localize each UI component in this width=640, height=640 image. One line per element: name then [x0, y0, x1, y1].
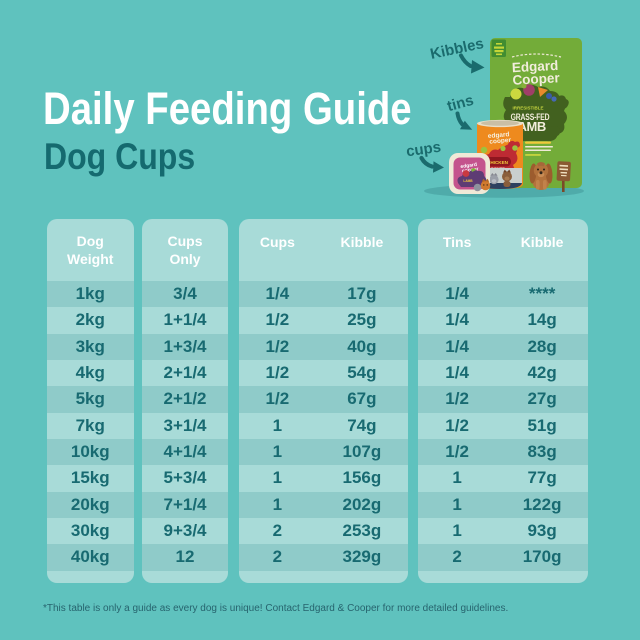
svg-text:edgard: edgard — [488, 131, 510, 140]
svg-text:Edgard: Edgard — [511, 58, 558, 75]
svg-text:tins: tins — [445, 92, 475, 115]
svg-text:Cooper: Cooper — [512, 70, 561, 87]
svg-text:cooper: cooper — [462, 166, 479, 174]
svg-text:GRASS-FED: GRASS-FED — [511, 112, 550, 122]
svg-text:CHICKEN: CHICKEN — [487, 160, 509, 165]
svg-text:IRRESISTIBLE: IRRESISTIBLE — [512, 106, 543, 111]
svg-text:cooper: cooper — [489, 137, 512, 146]
svg-text:Kibbles: Kibbles — [429, 35, 486, 63]
svg-text:LAMB: LAMB — [463, 179, 473, 183]
svg-text:cups: cups — [405, 139, 442, 161]
svg-text:edgard: edgard — [460, 162, 477, 170]
